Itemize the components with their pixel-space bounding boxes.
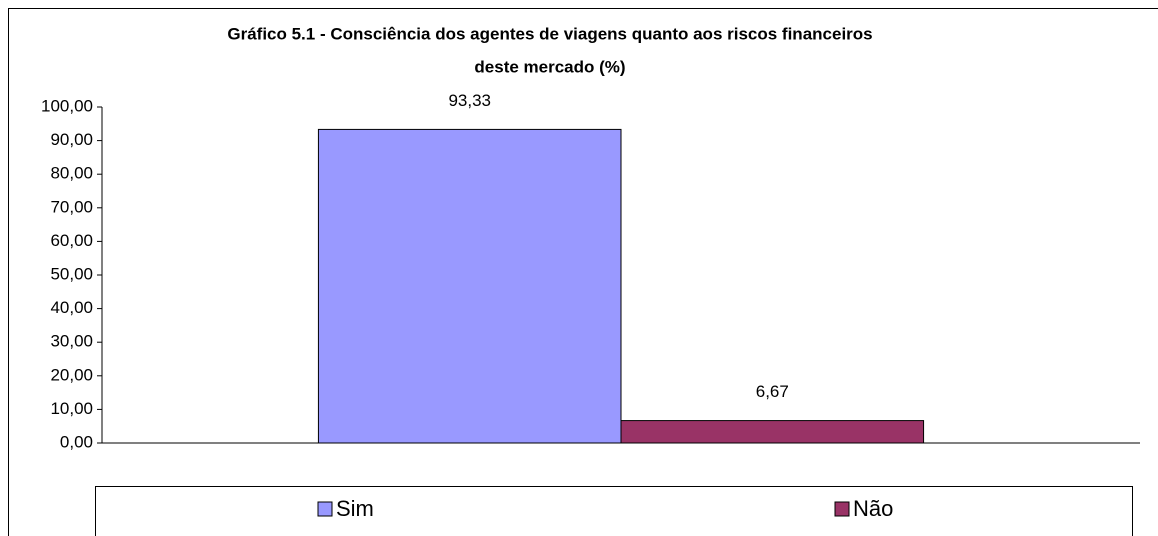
y-tick-label: 50,00	[50, 264, 93, 283]
legend-swatch	[317, 501, 333, 517]
y-tick-label: 80,00	[50, 164, 93, 183]
y-tick-label: 90,00	[50, 130, 93, 149]
chart-title: Gráfico 5.1 - Consciência dos agentes de…	[227, 24, 872, 43]
legend-swatch	[834, 501, 850, 517]
y-tick-label: 100,00	[41, 96, 93, 115]
y-tick-label: 0,00	[60, 432, 93, 451]
y-tick-label: 60,00	[50, 231, 93, 250]
data-label: 93,33	[448, 91, 491, 110]
y-tick-label: 20,00	[50, 365, 93, 384]
bar	[317, 128, 622, 444]
legend-box	[95, 486, 1133, 536]
legend-label: Não	[853, 496, 893, 521]
legend-label: Sim	[336, 496, 374, 521]
bar	[620, 420, 925, 444]
y-tick-label: 40,00	[50, 298, 93, 317]
y-tick-label: 30,00	[50, 332, 93, 351]
chart-title: deste mercado (%)	[474, 57, 625, 76]
y-tick-label: 10,00	[50, 399, 93, 418]
y-tick-label: 70,00	[50, 197, 93, 216]
data-label: 6,67	[756, 382, 789, 401]
